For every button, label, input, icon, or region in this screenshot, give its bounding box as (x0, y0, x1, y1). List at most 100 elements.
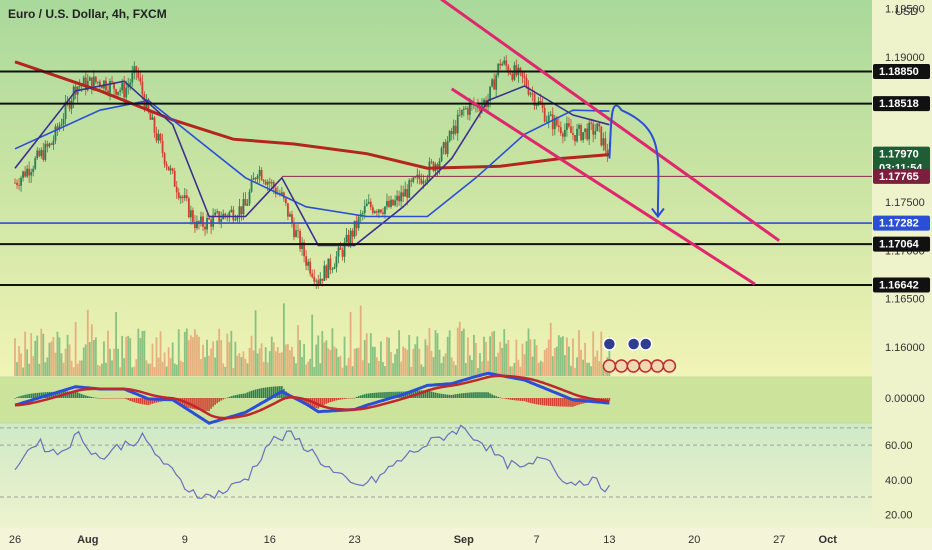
candle-body (242, 199, 245, 215)
candle-body (163, 153, 166, 165)
macd-histogram-bar (109, 398, 111, 399)
forecast-arrow-path[interactable] (608, 104, 660, 217)
macd-histogram-bar (258, 388, 261, 398)
volume-bar (446, 336, 449, 376)
macd-histogram-bar (149, 398, 152, 405)
macd-histogram-bar (248, 391, 251, 398)
event-icon[interactable] (614, 359, 629, 373)
macd-histogram-bar (105, 398, 107, 399)
channel-lower-line[interactable] (450, 87, 756, 286)
event-icon[interactable] (626, 359, 641, 373)
candle-body (129, 82, 132, 86)
us-flag-icon[interactable] (626, 337, 641, 351)
macd-histogram-bar (497, 396, 499, 398)
price-tag-support[interactable] (873, 236, 930, 252)
candle-body (119, 90, 122, 92)
price-tag-support[interactable] (873, 64, 930, 79)
candle-body (347, 234, 350, 246)
candle-body (169, 168, 172, 171)
macd-histogram-bar (323, 398, 326, 405)
volume-bar (22, 367, 24, 376)
event-icon[interactable] (638, 359, 653, 373)
candle-body (127, 85, 130, 88)
candle-body (50, 143, 53, 145)
volume-bar (414, 344, 417, 376)
volume-bar (30, 333, 33, 376)
candle-body (135, 66, 138, 73)
volume-bar (121, 336, 124, 376)
price-tag-support[interactable] (873, 277, 930, 293)
event-icon[interactable] (602, 359, 617, 373)
macd-histogram-bar (475, 392, 477, 398)
volume-bar (244, 358, 247, 376)
macd-histogram-bar (487, 392, 489, 398)
candle-body (442, 142, 445, 148)
macd-histogram-bar (192, 398, 194, 409)
candle-body (291, 214, 293, 224)
candle-body (361, 213, 364, 215)
volume-bar (54, 352, 57, 376)
candle-body (333, 267, 336, 270)
candle-body (92, 76, 95, 91)
macd-histogram-bar (339, 398, 342, 400)
volume-bar (416, 336, 419, 376)
price-tick-label: 1.19000 (885, 52, 925, 64)
us-flag-icon[interactable] (602, 337, 617, 351)
volume-bar (240, 357, 243, 376)
candle-body (549, 114, 552, 116)
candle-body (505, 60, 508, 66)
volume-bar (14, 338, 16, 376)
event-icon[interactable] (662, 359, 677, 373)
volume-bar (234, 341, 237, 376)
volume-bar (236, 355, 239, 376)
macd-histogram-bar (420, 390, 423, 398)
macd-histogram-bar (450, 395, 453, 398)
price-tag-previous[interactable] (873, 168, 930, 184)
volume-bar (568, 346, 570, 376)
volume-bar (301, 357, 303, 376)
volume-bar (60, 353, 63, 376)
volume-bar (369, 333, 372, 376)
price-tag-target[interactable] (873, 215, 930, 231)
macd-histogram-bar (365, 393, 368, 398)
macd-histogram-bar (467, 392, 469, 398)
macd-histogram-bar (513, 398, 516, 401)
candle-body (606, 150, 609, 157)
us-flag-icon[interactable] (639, 337, 653, 351)
price-tag-support[interactable] (873, 96, 930, 112)
volume-bar (434, 330, 437, 376)
macd-histogram-bar (479, 392, 481, 398)
volume-bar (576, 357, 578, 376)
volume-bar (535, 345, 538, 376)
candle-body (501, 63, 504, 66)
macd-histogram-bar (305, 398, 307, 405)
currency-label: USD (895, 6, 918, 18)
event-icon[interactable] (650, 359, 665, 373)
candle-body (64, 102, 67, 119)
volume-bar (481, 361, 483, 376)
volume-bar (278, 352, 281, 376)
volume-bar (52, 337, 55, 376)
channel-upper-line[interactable] (403, 0, 781, 242)
macd-histogram-bar (335, 398, 338, 401)
volume-bar (515, 339, 518, 376)
macd-histogram-bar (177, 398, 180, 405)
candle-body (155, 132, 158, 141)
macd-histogram-bar (483, 392, 485, 398)
volume-bar (539, 360, 542, 376)
candle-body (301, 242, 303, 250)
candle-body (274, 188, 277, 195)
volume-bar (521, 343, 524, 376)
candle-body (123, 82, 126, 98)
macd-histogram-bar (378, 392, 380, 398)
macd-histogram-bar (123, 398, 125, 399)
time-tick-label: 20 (688, 534, 700, 546)
volume-bar (398, 330, 401, 376)
volume-bar (509, 366, 512, 376)
volume-bar (464, 362, 467, 376)
volume-bar (519, 366, 522, 376)
macd-histogram-bar (151, 398, 154, 404)
candle-body (254, 177, 257, 180)
volume-bar (303, 344, 305, 376)
